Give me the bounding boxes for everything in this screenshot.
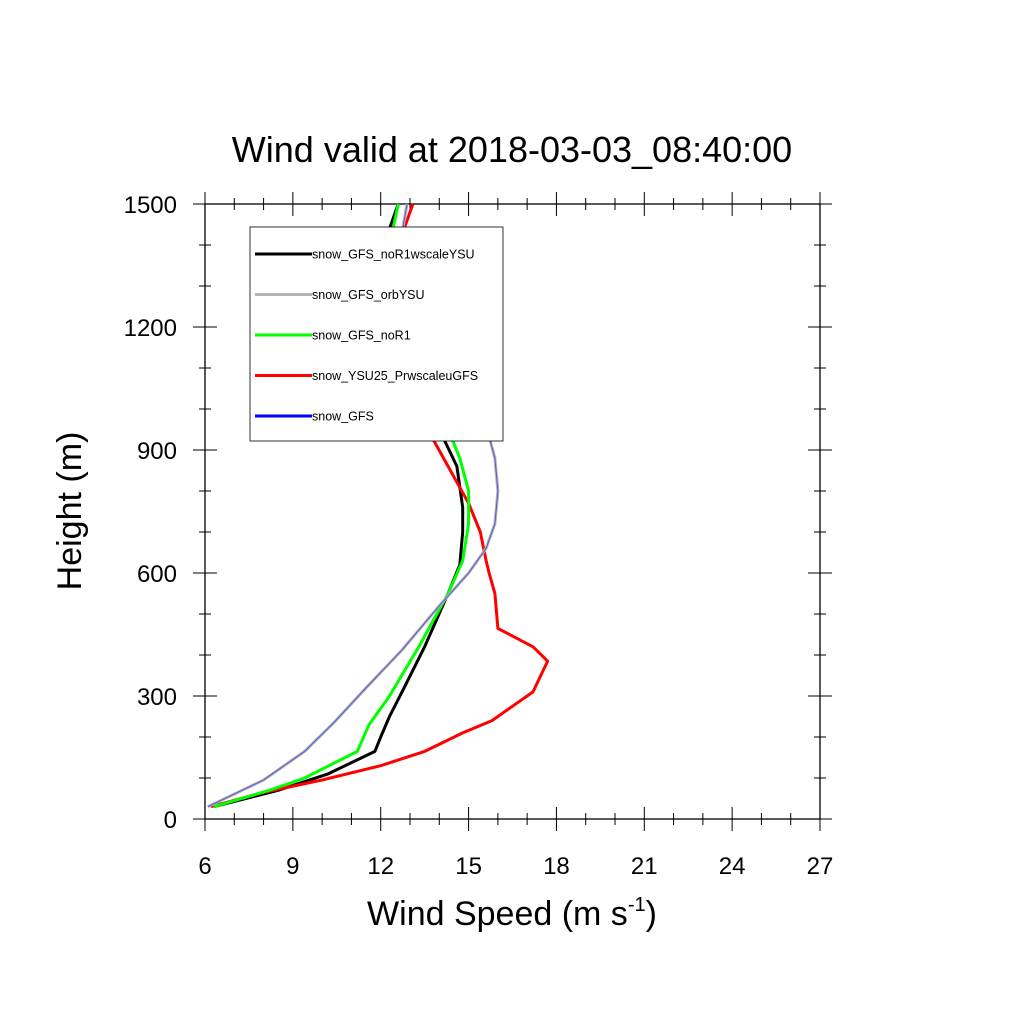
plot-area: 6 9 12 15 18 21 24 27 0 300 600 900 1200 1500: [124, 192, 834, 880]
axis-tick-labels: 6 9 12 15 18 21 24 27 0 300 600 900 1200 1500: [124, 192, 834, 880]
chart-title: Wind valid at 2018-03-03_08:40:00: [232, 129, 792, 170]
y-tick-label: 1200: [124, 315, 177, 342]
x-axis-label-superscript: -1: [628, 894, 646, 916]
legend-label-snow-gfs: snow_GFS: [312, 410, 374, 424]
x-tick-label: 18: [543, 853, 570, 880]
legend-label-snow-ysu25-prwscaleugfs: snow_YSU25_PrwscaleuGFS: [312, 369, 478, 383]
x-axis-label-close: ): [646, 895, 657, 933]
y-tick-label: 900: [137, 438, 177, 465]
x-tick-label: 15: [455, 853, 482, 880]
y-tick-label: 600: [137, 561, 177, 588]
x-tick-label: 9: [286, 853, 299, 880]
x-tick-label: 24: [719, 853, 746, 880]
y-axis-label: Height (m): [51, 432, 89, 591]
axis-ticks: [193, 192, 832, 831]
legend: snow_GFS_noR1wscaleYSU snow_GFS_orbYSUsno…: [249, 226, 504, 442]
legend-label-snow-gfs-nor1wscaleysu: snow_GFS_noR1wscaleYSU: [312, 248, 475, 262]
legend-label-snow-gfs-nor1: snow_GFS_noR1: [312, 329, 411, 343]
x-tick-label: 12: [367, 853, 394, 880]
x-axis-label: Wind Speed (m s-1): [367, 894, 657, 933]
legend-label-snow-gfs-orbysu: snow_GFS_orbYSU: [312, 288, 425, 302]
y-tick-label: 1500: [124, 192, 177, 219]
y-tick-label: 0: [164, 807, 177, 834]
plot-frame: [204, 203, 821, 820]
x-axis-label-main: Wind Speed (m s: [367, 895, 628, 933]
x-tick-label: 6: [198, 853, 211, 880]
y-tick-label: 300: [137, 684, 177, 711]
x-tick-label: 21: [631, 853, 658, 880]
x-tick-label: 27: [807, 853, 834, 880]
